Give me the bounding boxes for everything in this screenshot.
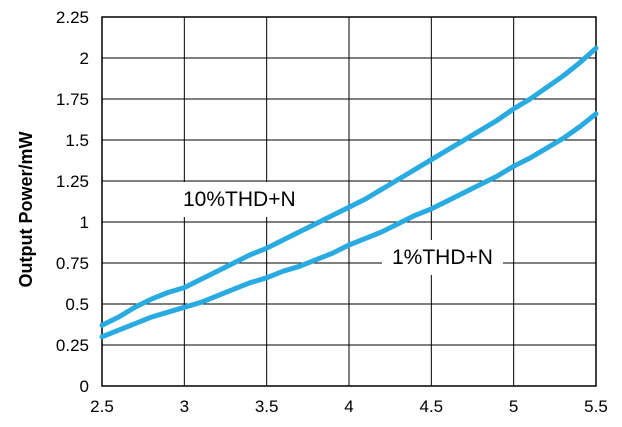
y-axis-label: Output Power/mW: [16, 132, 36, 288]
y-tick-label: 0: [80, 377, 89, 396]
y-tick-label: 0.75: [56, 254, 89, 273]
x-tick-label: 4.5: [420, 397, 444, 416]
y-tick-labels: 0 0.25 0.5 0.75 1 1.25 1.5 1.75 2 2.25: [56, 8, 89, 396]
x-tick-label: 4: [344, 397, 353, 416]
x-tick-label: 3.5: [255, 397, 279, 416]
series-layer: [99, 45, 599, 340]
series-label-background: [382, 240, 503, 275]
plot-frame: [101, 16, 597, 387]
series-label-1pct-thd: 1%THD+N: [392, 246, 493, 269]
series-line-1: [99, 111, 599, 340]
y-tick-label: 1.5: [65, 131, 89, 150]
series-label-10pct-thd: 10%THD+N: [183, 188, 296, 211]
x-tick-label: 5.5: [584, 397, 608, 416]
x-tick-label: 5: [509, 397, 518, 416]
x-tick-label: 3: [180, 397, 189, 416]
y-tick-label: 0.25: [56, 336, 89, 355]
series-line-0: [99, 45, 599, 328]
x-tick-label: 2.5: [90, 397, 114, 416]
y-tick-label: 1.25: [56, 172, 89, 191]
y-tick-label: 1: [80, 213, 89, 232]
x-tick-labels: 2.5 3 3.5 4 4.5 5 5.5: [90, 397, 608, 416]
y-tick-label: 1.75: [56, 90, 89, 109]
chart-grid: [102, 17, 596, 386]
y-tick-label: 2: [80, 49, 89, 68]
y-tick-label: 2.25: [56, 8, 89, 27]
y-tick-label: 0.5: [65, 295, 89, 314]
series-label-background: [173, 182, 306, 217]
